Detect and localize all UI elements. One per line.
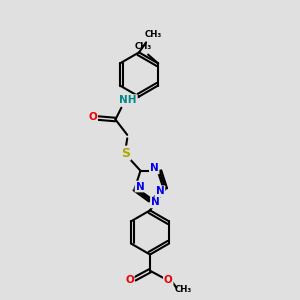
Text: O: O [88, 112, 97, 122]
Text: N: N [151, 197, 160, 207]
Text: CH₃: CH₃ [135, 42, 152, 51]
Text: O: O [125, 275, 134, 285]
Text: O: O [164, 275, 172, 285]
Text: S: S [121, 147, 130, 160]
Text: CH₃: CH₃ [174, 285, 192, 294]
Text: CH₃: CH₃ [145, 30, 162, 39]
Text: N: N [156, 186, 164, 196]
Text: N: N [150, 164, 159, 173]
Text: N: N [136, 182, 144, 191]
Text: NH: NH [119, 95, 137, 105]
